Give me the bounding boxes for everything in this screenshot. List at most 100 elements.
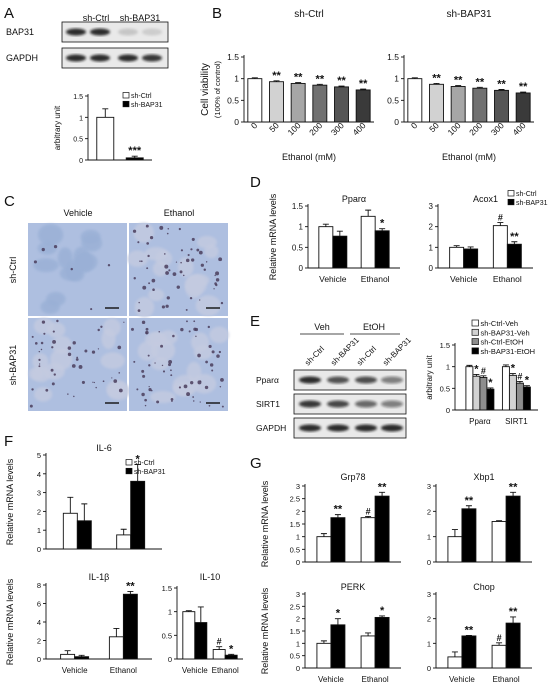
chart-g3-bar-sh-bap31-1 xyxy=(374,616,390,669)
micrograph-stain xyxy=(146,242,150,245)
chart-f1-legend-swatch xyxy=(125,467,133,475)
blots-a: sh-Ctrl sh-BAP31 BAP31 GAPDH xyxy=(6,13,169,69)
chart-d2-title: Acox1 xyxy=(473,194,498,204)
chart-g3-bar-sh-ctrl-1 xyxy=(360,635,376,669)
chart-g3-sig-sh-bap31-0: * xyxy=(336,608,341,620)
blot-e-lane-label: sh-BAP31 xyxy=(381,335,413,367)
micrograph-cell xyxy=(209,326,230,344)
micrograph-stain xyxy=(34,342,38,345)
panel-label-e: E xyxy=(250,313,260,330)
chart-f2-ytick-label: 4 xyxy=(37,618,41,627)
blot-a-band xyxy=(66,28,86,36)
chart-f1-bar-sh-ctrl-1 xyxy=(116,534,132,550)
chart-b1-sig-300-4: ** xyxy=(337,75,346,87)
micrograph-stain xyxy=(220,377,224,382)
chart-a-ytick-label: 1.5 xyxy=(73,94,83,101)
micrograph-stain xyxy=(156,400,160,404)
micrograph-stain xyxy=(148,282,151,285)
chart-a-legend-label: sh-Ctrl xyxy=(131,93,152,100)
chart-b1-bar-400-5 xyxy=(355,89,371,123)
micrograph-stain xyxy=(91,350,96,354)
micrograph-stain xyxy=(193,400,195,402)
micrograph-stain xyxy=(118,372,121,374)
chart-d2-sig-sh-ctrl-1: # xyxy=(498,213,503,223)
chart-f2-title: IL-1β xyxy=(89,572,110,582)
chart-b2-bar-50-1 xyxy=(429,83,444,123)
chart-g3-errorbar-sh-ctrl-0 xyxy=(320,640,327,644)
micrograph-stain xyxy=(29,404,33,408)
micrograph-cell xyxy=(32,367,51,383)
chart-b2-errorbar-0-0 xyxy=(411,77,418,79)
chart-d2-bar-sh-ctrl-0 xyxy=(449,246,465,269)
chart-g2-ytick-label: 0 xyxy=(427,558,431,567)
micrograph-cell xyxy=(57,247,73,269)
chart-f1-errorbar-sh-ctrl-0 xyxy=(67,496,74,514)
chart-d2-xtick-label: Vehicle xyxy=(450,274,478,284)
blot-e-band xyxy=(327,400,349,408)
chart-g3-errorbar-sh-bap31-1 xyxy=(379,615,386,618)
chart-f2-ytick-label: 2 xyxy=(37,637,41,646)
chart-e-legend-swatch xyxy=(471,347,479,355)
chart-f2-xtick-label: Vehicle xyxy=(62,666,88,675)
blot-a-strip-bap31 xyxy=(61,21,169,43)
chart-g2-errorbar-sh-ctrl-0 xyxy=(451,529,458,537)
micrograph-stain xyxy=(221,405,224,408)
chart-b1: 0 0.5 1 1.5 sh-Ctrl Cell viability (100% of co… xyxy=(200,9,374,162)
chart-g2-ytick-label: 3 xyxy=(427,482,431,491)
micrograph-cell xyxy=(148,288,165,302)
chart-g3-ytick-label: 0 xyxy=(296,664,300,673)
panel-label-f: F xyxy=(4,433,13,450)
chart-f2-sig-sh-bap31-1: ** xyxy=(126,580,135,592)
micrograph-cell xyxy=(81,234,103,252)
micrograph-cell xyxy=(59,265,82,281)
micrograph-tile xyxy=(129,318,230,411)
chart-g4-bar-sh-bap31-1 xyxy=(505,622,521,669)
micrograph-cell xyxy=(197,235,217,249)
micrograph-stain xyxy=(207,325,210,329)
micrograph-stain xyxy=(168,363,172,367)
chart-a-ytick-label: 0.5 xyxy=(73,137,83,144)
chart-g4-ytick-label: 1 xyxy=(427,639,431,648)
chart-f2-ylabel: Relative mRNA levels xyxy=(5,578,15,665)
chart-f3-ytick-label: 0.5 xyxy=(162,631,172,640)
chart-b1-xtick-label: 200 xyxy=(307,120,324,137)
chart-g4-errorbar-sh-ctrl-0 xyxy=(451,651,458,657)
micrograph-stain xyxy=(168,359,173,364)
micrograph-stain xyxy=(161,364,164,367)
micrograph-stain xyxy=(193,320,196,323)
chart-e-bar-sh-ctrl-etoh-1 xyxy=(515,382,524,411)
chart-f2-ytick-label: 8 xyxy=(37,581,41,590)
chart-g4-xtick-label: Vehicle xyxy=(449,675,475,684)
chart-g4-bar-sh-ctrl-0 xyxy=(447,656,463,669)
chart-f2-bar-sh-ctrl-0 xyxy=(60,653,76,660)
chart-f1-ylabel: Relative mRNA levels xyxy=(5,458,15,545)
blot-e-band xyxy=(299,376,321,384)
chart-e-errorbar-sh-bap31-veh-0 xyxy=(473,374,480,377)
chart-e-errorbar-sh-bap31-etoh-1 xyxy=(523,385,530,388)
chart-b2-bar-400-5 xyxy=(515,92,531,123)
chart-g2-bar-sh-ctrl-1 xyxy=(491,521,507,563)
chart-g1-errorbar-sh-ctrl-0 xyxy=(320,533,327,537)
chart-g3-ytick-label: 3 xyxy=(296,590,300,599)
micrograph-stain xyxy=(133,277,136,280)
chart-e-bar-sh-ctrl-etoh-0 xyxy=(479,377,488,411)
chart-b2-title: sh-BAP31 xyxy=(446,9,491,20)
chart-e-legend-label: sh-Ctrl-Veh xyxy=(481,319,519,328)
chart-a-ylabel: arbitrary unit xyxy=(53,105,62,150)
chart-g2-bar-sh-ctrl-0 xyxy=(447,536,463,563)
micrograph-stain xyxy=(161,305,166,309)
chart-b1-bar-0-0 xyxy=(247,78,263,123)
chart-g2: 0 1 2 3 Xbp1 ** ** xyxy=(427,472,532,567)
chart-b1-xtick-label: 0 xyxy=(249,120,260,131)
blot-e-protein-label: Pparα xyxy=(256,375,279,385)
chart-g1-bar-sh-ctrl-0 xyxy=(316,536,332,563)
chart-f3-errorbar-sh-bap31-0 xyxy=(197,606,204,623)
micrograph-stain xyxy=(215,283,218,287)
blot-e-lane-label: sh-Ctrl xyxy=(303,344,326,367)
chart-f2-bar-sh-ctrl-1 xyxy=(108,636,124,660)
micrograph-cell xyxy=(102,318,121,337)
micrograph-stain xyxy=(141,392,145,397)
blot-a-band xyxy=(118,54,138,62)
panel-label-a: A xyxy=(4,5,14,22)
micrograph-stain xyxy=(133,360,136,363)
